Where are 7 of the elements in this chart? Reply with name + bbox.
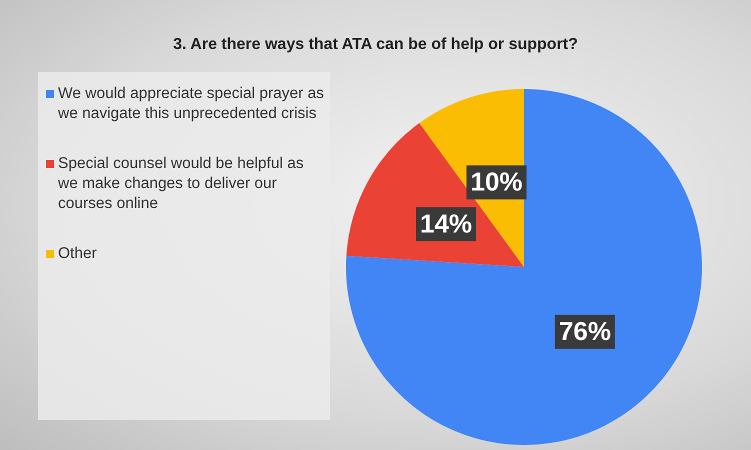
legend-label: Other — [58, 244, 97, 264]
data-label: 14% — [420, 208, 472, 238]
legend-label: Special counsel would be helpful as we make changes to deliver our courses online — [58, 154, 305, 214]
chart-title: 3. Are there ways that ATA can be of help or support? — [172, 36, 579, 54]
data-label: 76% — [558, 316, 611, 346]
legend-label: We would appreciate special prayer as we navigate this unprecedented crisis — [58, 84, 324, 124]
data-label: 10% — [470, 166, 523, 197]
